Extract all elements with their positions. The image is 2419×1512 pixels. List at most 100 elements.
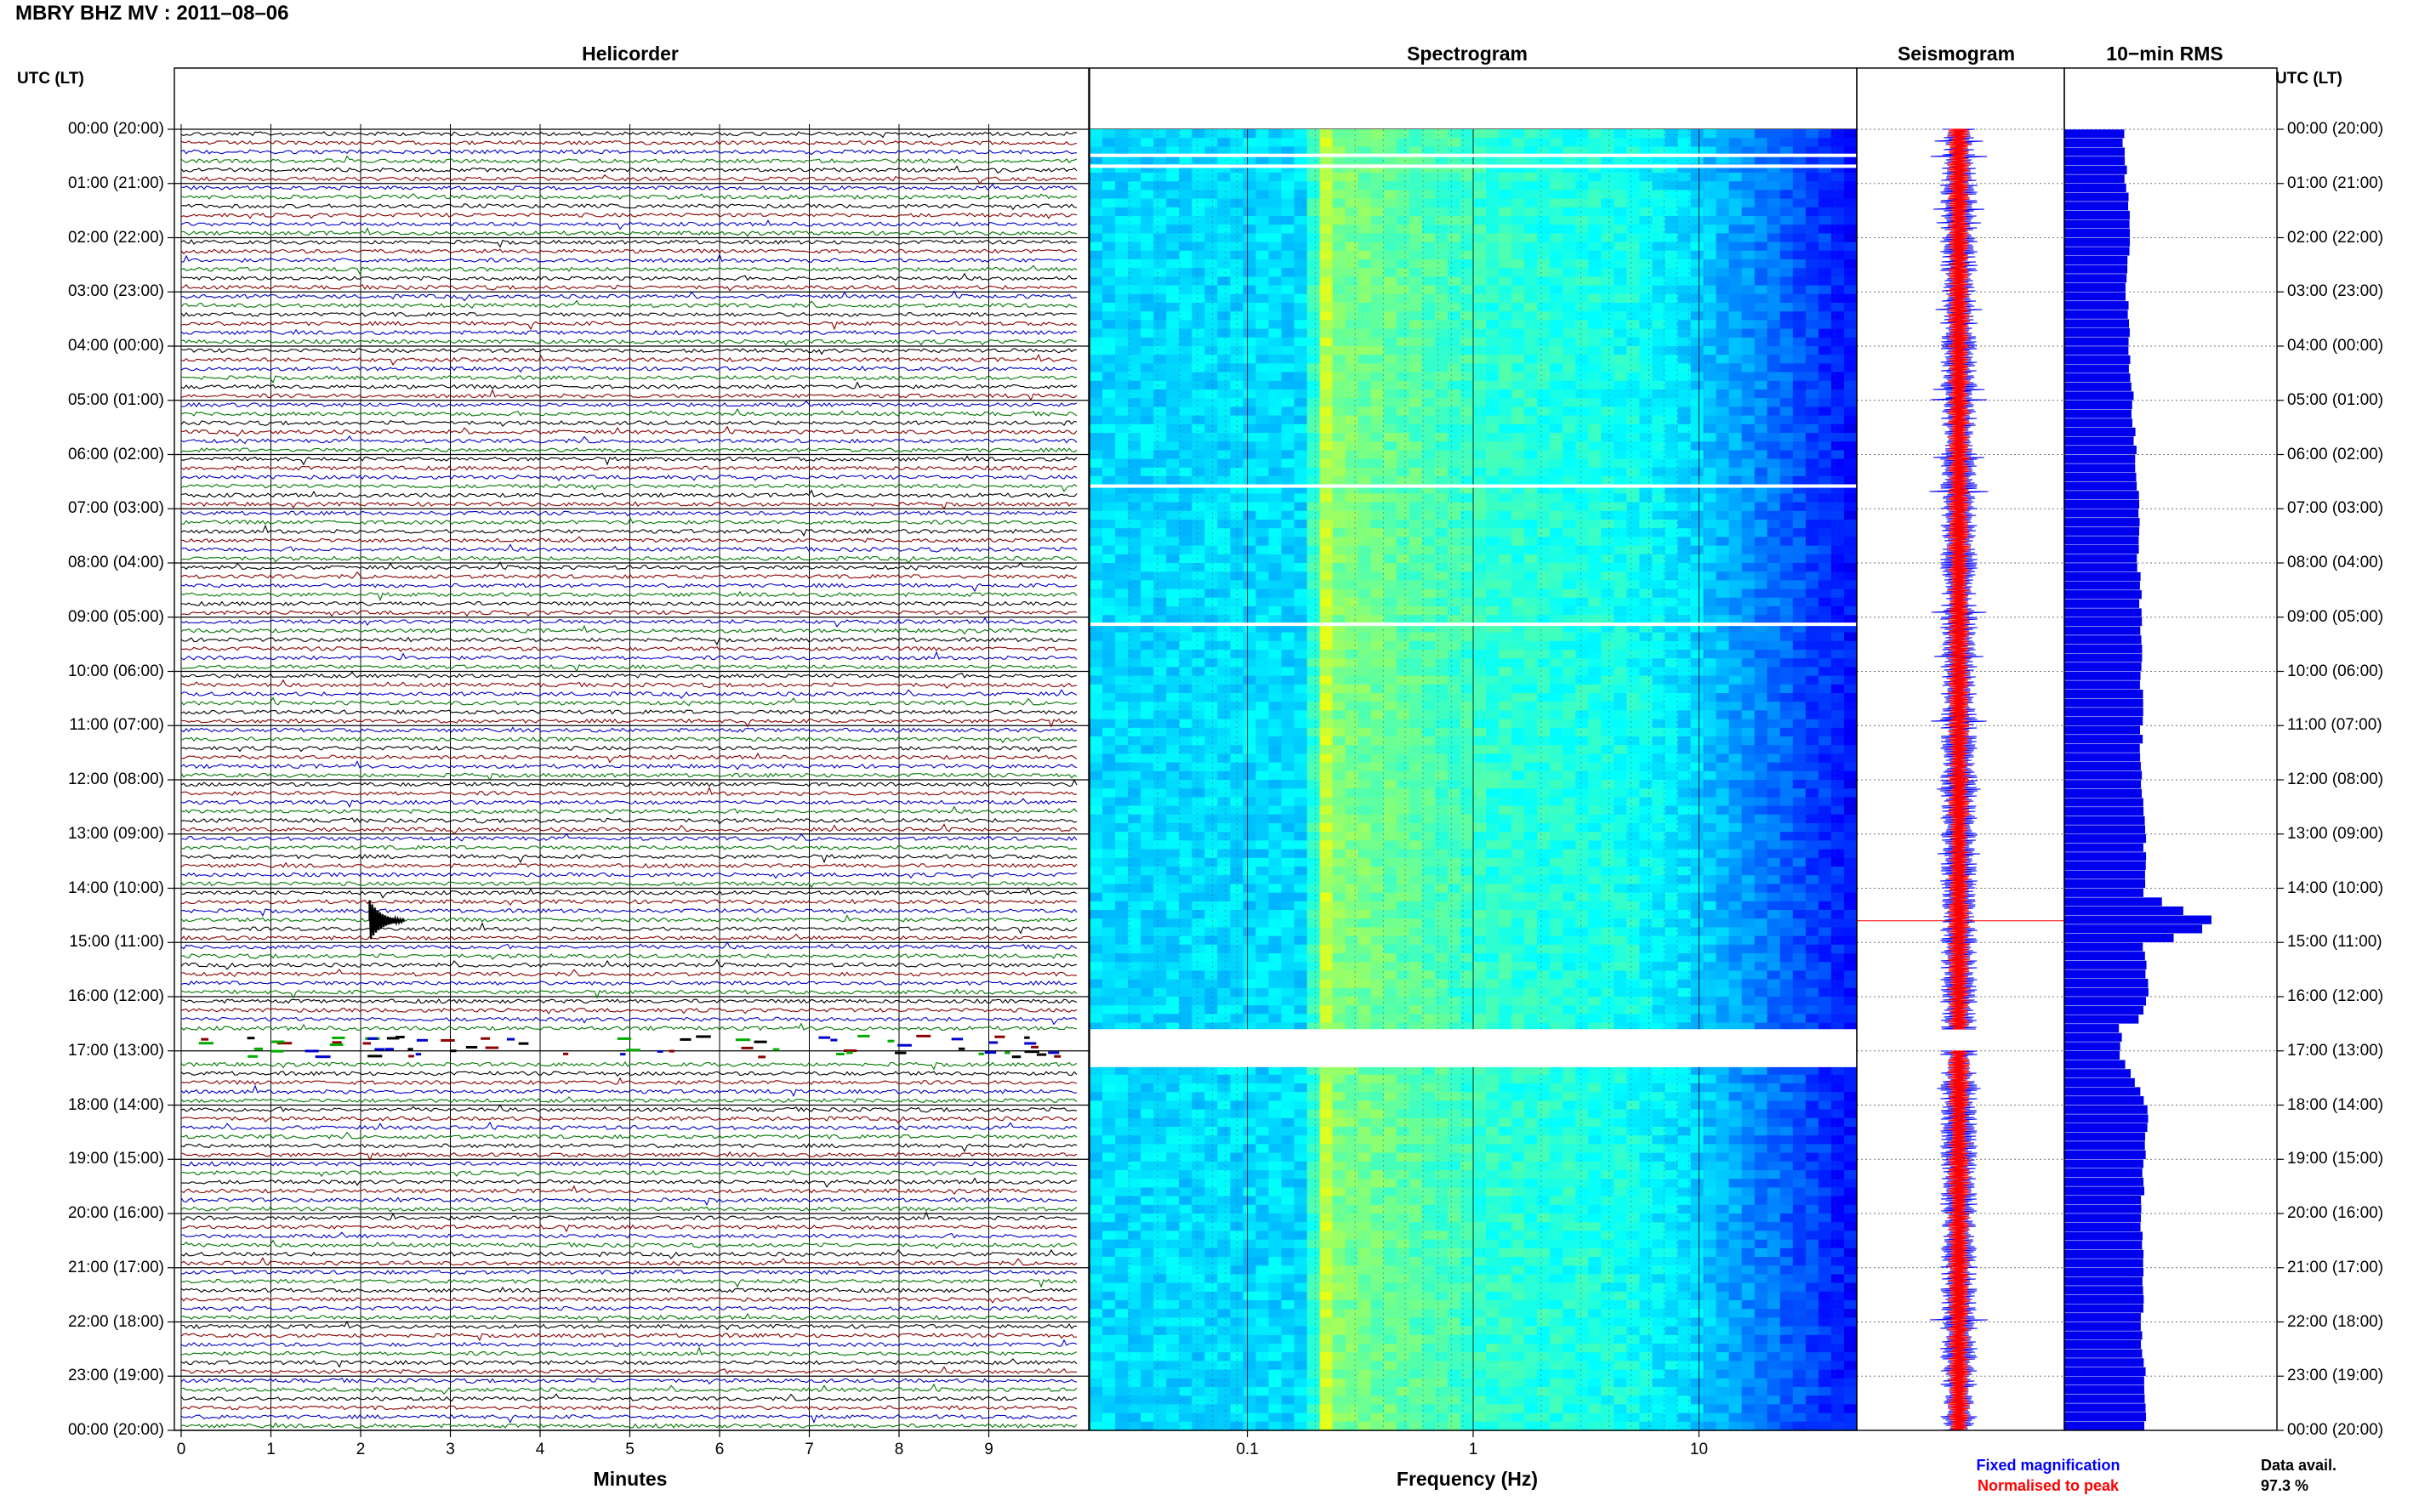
spectrogram-cell (1486, 987, 1500, 998)
spectrogram-cell (1421, 719, 1436, 729)
spectrogram-cell (1281, 372, 1295, 382)
spectrogram-cell (1192, 163, 1205, 173)
spectrogram-cell (1499, 423, 1512, 434)
helicorder-fragment (958, 1047, 965, 1050)
spectrogram-cell (1486, 606, 1500, 616)
spectrogram-cell (1243, 242, 1257, 252)
spectrogram-cell (1434, 337, 1449, 347)
spectrogram-cell (1306, 190, 1321, 200)
spectrogram-cell (1345, 423, 1359, 434)
spectrogram-cell (1345, 953, 1359, 963)
spectrogram-cell (1357, 190, 1372, 200)
spectrogram-cell (1141, 1387, 1154, 1396)
spectrogram-cell (1370, 875, 1385, 884)
spectrogram-cell (1281, 1291, 1295, 1301)
spectrogram-cell (1434, 571, 1449, 581)
spectrogram-cell (1357, 502, 1372, 512)
spectrogram-cell (1166, 1022, 1180, 1032)
spectrogram-cell (1473, 675, 1487, 685)
spectrogram-cell (1281, 173, 1295, 182)
spectrogram-cell (1204, 467, 1218, 477)
spectrogram-cell (1421, 736, 1436, 746)
spectrogram-cell (1421, 1300, 1436, 1310)
helicorder-fragment (1024, 1050, 1039, 1054)
spectrogram-cell (1268, 693, 1283, 702)
spectrogram-cell (1128, 797, 1141, 807)
spectrogram-cell (1192, 216, 1205, 225)
spectrogram-cell (1357, 1214, 1372, 1223)
spectrogram-cell (1115, 528, 1129, 537)
spectrogram-cell (1332, 1248, 1346, 1258)
spectrogram-cell (1473, 1395, 1487, 1405)
spectrogram-cell (1319, 1231, 1334, 1241)
spectrogram-cell (1102, 1117, 1116, 1128)
spectrogram-cell (1090, 1231, 1103, 1241)
spectrogram-cell (1090, 225, 1103, 234)
spectrogram-cell (1357, 242, 1372, 252)
spectrogram-cell (1230, 1387, 1244, 1396)
spectrogram-cell (1306, 702, 1321, 711)
spectrogram-cell (1499, 467, 1512, 477)
spectrogram-cell (1434, 250, 1449, 260)
spectrogram-cell (1409, 884, 1423, 894)
spectrogram-cell (1179, 545, 1192, 555)
spectrogram-cell (1217, 588, 1231, 599)
spectrogram-cell (1115, 1257, 1129, 1266)
spectrogram-cell (1217, 458, 1231, 469)
spectrogram-cell (1370, 1109, 1385, 1119)
spectrogram-cell (1294, 233, 1308, 243)
spectrogram-cell (1141, 372, 1154, 382)
spectrogram-cell (1319, 702, 1334, 711)
helicorder-fragment (1011, 1055, 1022, 1059)
spectrogram-cell (1281, 1326, 1295, 1336)
helicorder-trace (180, 524, 1078, 537)
spectrogram-cell (1434, 276, 1449, 287)
spectrogram-cell (1447, 476, 1461, 486)
spectrogram-cell (1447, 702, 1461, 711)
spectrogram-cell (1255, 884, 1270, 894)
spectrogram-cell (1383, 363, 1397, 373)
spectrogram-cell (1128, 1300, 1141, 1310)
spectrogram-cell (1460, 129, 1474, 139)
spectrogram-cell (1230, 623, 1244, 634)
spectrogram-cell (1460, 658, 1474, 668)
spectrogram-cell (1486, 571, 1500, 581)
spectrogram-cell (1141, 901, 1154, 911)
spectrogram-cell (1486, 1100, 1500, 1111)
helicorder-trace (180, 248, 1078, 255)
spectrogram-cell (1409, 1152, 1423, 1162)
spectrogram-cell (1332, 207, 1346, 217)
helicorder-fragment (332, 1041, 342, 1044)
spectrogram-cell (1473, 1005, 1487, 1015)
spectrogram-cell (1115, 606, 1129, 616)
spectrogram-cell (1499, 545, 1512, 555)
spectrogram-cell (1345, 857, 1359, 867)
spectrogram-cell (1434, 702, 1449, 711)
spectrogram-cell (1204, 155, 1218, 165)
spectrogram-cell (1345, 597, 1359, 607)
spectrogram-cell (1128, 727, 1141, 737)
spectrogram-cell (1090, 1369, 1103, 1379)
spectrogram-cell (1319, 493, 1334, 503)
helicorder-trace (180, 844, 1078, 850)
spectrogram-cell (1460, 467, 1474, 477)
spectrogram-cell (1217, 667, 1231, 677)
spectrogram-cell (1460, 1152, 1474, 1162)
spectrogram-cell (1357, 1291, 1372, 1301)
spectrogram-cell (1486, 493, 1500, 503)
spectrogram-cell (1319, 441, 1334, 451)
spectrogram-cell (1281, 493, 1295, 503)
spectrogram-cell (1128, 597, 1141, 607)
spectrogram-cell (1128, 910, 1141, 919)
spectrogram-cell (1370, 1395, 1385, 1405)
spectrogram-cell (1281, 1317, 1295, 1327)
spectrogram-cell (1128, 1404, 1141, 1414)
spectrogram-cell (1255, 372, 1270, 382)
spectrogram-cell (1383, 1421, 1397, 1431)
spectrogram-cell (1128, 823, 1141, 833)
spectrogram-cell (1255, 580, 1270, 590)
spectrogram-cell (1255, 225, 1270, 234)
spectrogram-cell (1141, 320, 1154, 330)
spectrogram-cell (1090, 1404, 1103, 1414)
spectrogram-cell (1473, 458, 1487, 469)
